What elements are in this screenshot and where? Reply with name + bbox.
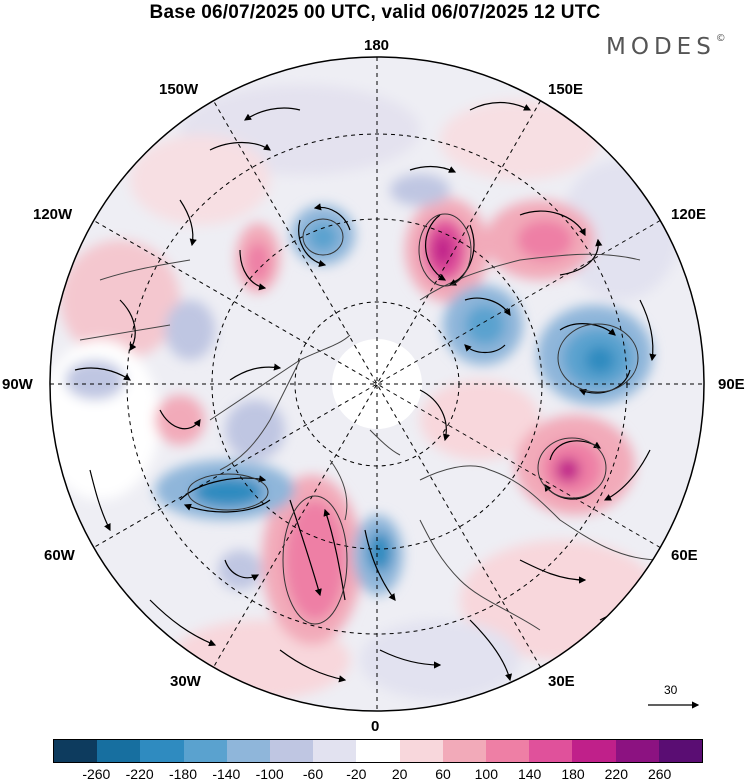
- colorbar-tick-label: 100: [474, 766, 499, 782]
- colorbar-tick-label: 180: [561, 766, 585, 782]
- colorbar-tick-label: 60: [435, 766, 451, 782]
- colorbar-segment: [399, 740, 443, 762]
- field-layer: [50, 57, 704, 711]
- wind-vectors: [74, 101, 661, 683]
- colorbar-tick-label: 220: [604, 766, 629, 782]
- colorbar-segment: [658, 740, 703, 762]
- lon-label-90w: 90W: [2, 376, 33, 393]
- map-boundary: [49, 56, 705, 712]
- map-title: Base 06/07/2025 00 UTC, valid 06/07/2025…: [149, 2, 601, 23]
- colorbar-segment: [183, 740, 227, 762]
- colorbar-tick-label: -220: [125, 766, 154, 782]
- lon-label-0: 0: [371, 718, 380, 735]
- colorbar-tick-label: 140: [517, 766, 542, 782]
- lon-label-180: 180: [364, 37, 390, 54]
- lon-label-150e: 150E: [548, 81, 584, 98]
- pole-gap: [332, 339, 422, 429]
- lon-label-120w: 120W: [33, 206, 73, 223]
- colorbar-segment: [615, 740, 659, 762]
- colorbar-segment: [529, 740, 573, 762]
- colorbar-tick-label: -100: [255, 766, 284, 782]
- lon-label-30e: 30E: [548, 673, 575, 690]
- colorbar-segment: [97, 740, 141, 762]
- reference-vector-label: 30: [664, 683, 678, 697]
- colorbar-segment: [442, 740, 487, 762]
- colorbar-segment: [226, 740, 271, 762]
- colorbar-tick-label: -180: [168, 766, 198, 782]
- lon-label-90e: 90E: [718, 376, 745, 393]
- colorbar-tick-label: -260: [82, 766, 111, 782]
- brand-logo: MODES©: [606, 33, 726, 60]
- colorbar-segment: [356, 740, 400, 762]
- colorbar-tick-label: -60: [302, 766, 324, 782]
- lon-label-150w: 150W: [159, 81, 199, 98]
- colorbar-ticks: -260 -220 -180 -140 -100 -60 -20 20 60 100 140 180 2…: [0, 766, 750, 783]
- contours: [187, 213, 639, 625]
- lon-label-60e: 60E: [671, 547, 698, 564]
- colorbar-tick-label: -140: [212, 766, 241, 782]
- lon-label-60w: 60W: [44, 547, 75, 564]
- colorbar-segment: [486, 740, 530, 762]
- colorbar-tick-label: 260: [647, 766, 672, 782]
- colorbar-segment: [572, 740, 616, 762]
- lon-label-30w: 30W: [170, 673, 201, 690]
- colorbar-segment: [270, 740, 314, 762]
- colorbar-segment: [140, 740, 184, 762]
- anomaly-shading: [50, 85, 680, 700]
- lon-label-120e: 120E: [671, 206, 707, 223]
- colorbar: [53, 739, 703, 763]
- brand-name: MODES: [606, 34, 716, 60]
- colorbar-segment: [313, 740, 357, 762]
- brand-mark: ©: [715, 33, 726, 45]
- colorbar-tick-label: -20: [346, 766, 367, 782]
- colorbar-tick-label: 20: [391, 766, 408, 782]
- polar-map: [49, 56, 705, 712]
- colorbar-segment: [54, 740, 98, 762]
